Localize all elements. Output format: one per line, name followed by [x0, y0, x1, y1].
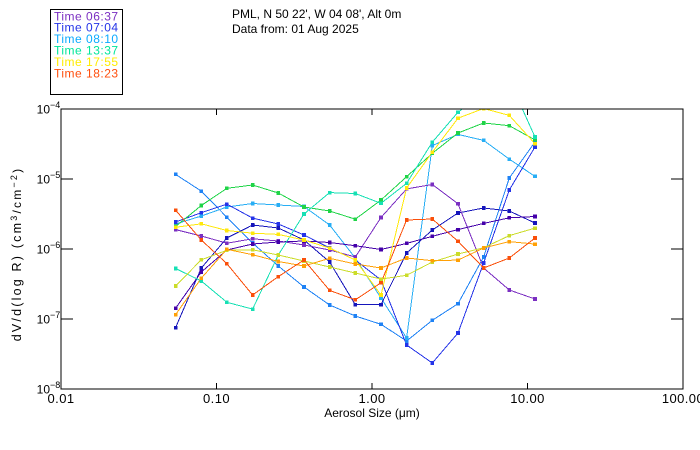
svg-text:Data from: 01 Aug 2025: Data from: 01 Aug 2025 — [232, 22, 359, 36]
svg-text:Time 08:10: Time 08:10 — [54, 32, 119, 46]
svg-text:Aerosol Size (μm): Aerosol Size (μm) — [324, 406, 420, 420]
svg-text:Time 06:37: Time 06:37 — [54, 9, 119, 23]
svg-text:10.00: 10.00 — [510, 391, 545, 406]
svg-text:−4: −4 — [50, 100, 60, 110]
svg-text:100.00: 100.00 — [662, 391, 700, 406]
svg-text:1.00: 1.00 — [359, 391, 386, 406]
svg-text:−8: −8 — [50, 380, 60, 390]
svg-text:10: 10 — [37, 313, 51, 327]
svg-text:0.01: 0.01 — [48, 391, 75, 406]
svg-text:10: 10 — [37, 103, 51, 117]
svg-text:−5: −5 — [50, 170, 60, 180]
svg-text:0.10: 0.10 — [203, 391, 230, 406]
svg-text:−7: −7 — [50, 310, 60, 320]
svg-text:10: 10 — [37, 173, 51, 187]
svg-text:Time 18:23: Time 18:23 — [54, 66, 119, 80]
svg-text:dV/d(log R) (cm3/cm−2): dV/d(log R) (cm3/cm−2) — [9, 167, 24, 342]
svg-text:10: 10 — [37, 383, 51, 397]
svg-text:Time 07:04: Time 07:04 — [54, 21, 119, 35]
svg-text:10: 10 — [37, 243, 51, 257]
svg-text:Time 13:37: Time 13:37 — [54, 44, 119, 58]
svg-text:−6: −6 — [50, 240, 60, 250]
svg-text:Time 17:55: Time 17:55 — [54, 55, 119, 69]
svg-text:PML, N 50 22', W 04 08', Alt 0: PML, N 50 22', W 04 08', Alt 0m — [232, 7, 401, 21]
